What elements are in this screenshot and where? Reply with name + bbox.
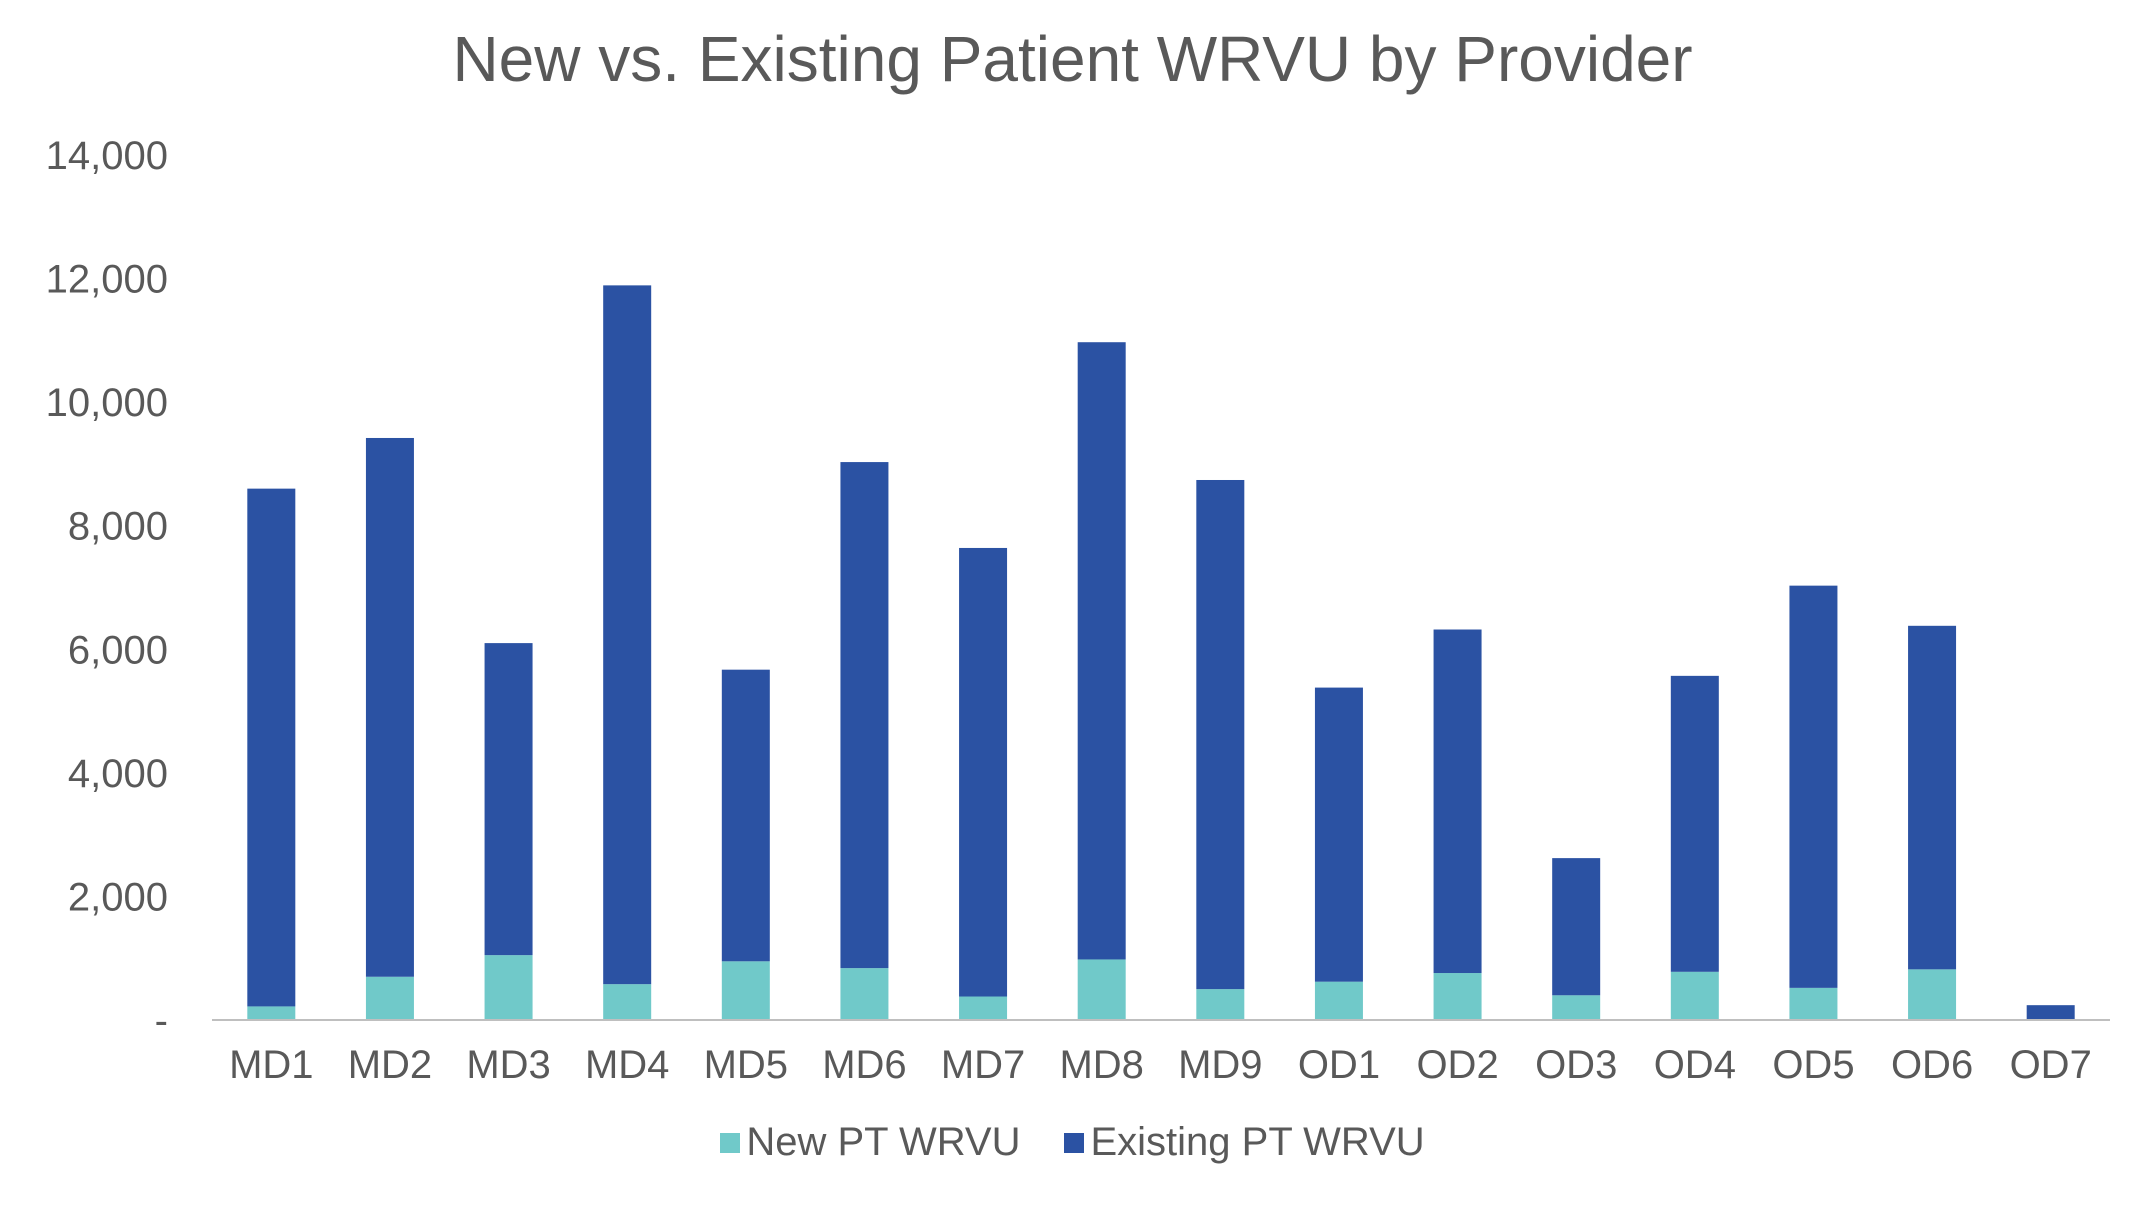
- x-tick-label: OD7: [2010, 1043, 2092, 1087]
- bar-new-od5[interactable]: [1789, 987, 1838, 1020]
- y-tick-label: 2,000: [68, 875, 168, 919]
- legend-label-existing: Existing PT WRVU: [1090, 1120, 1425, 1164]
- bar-new-md7[interactable]: [959, 996, 1008, 1020]
- bar-existing-md5[interactable]: [721, 669, 770, 962]
- bar-new-md8[interactable]: [1077, 959, 1126, 1020]
- x-tick-label: MD2: [348, 1043, 432, 1087]
- y-tick-label: 6,000: [68, 628, 168, 672]
- bar-existing-md2[interactable]: [365, 437, 414, 977]
- bar-new-md5[interactable]: [721, 961, 770, 1020]
- bar-existing-md6[interactable]: [840, 462, 889, 969]
- legend-item-new[interactable]: New PT WRVU: [720, 1120, 1020, 1165]
- legend-swatch-new: [720, 1132, 741, 1153]
- y-tick-label: 10,000: [46, 381, 168, 425]
- bar-existing-md7[interactable]: [959, 547, 1008, 997]
- y-tick-label: 8,000: [68, 505, 168, 549]
- x-tick-label: OD4: [1654, 1043, 1736, 1087]
- bar-existing-md8[interactable]: [1077, 342, 1126, 960]
- bar-existing-od4[interactable]: [1670, 675, 1719, 972]
- legend-item-existing[interactable]: Existing PT WRVU: [1064, 1120, 1425, 1165]
- bar-new-md2[interactable]: [365, 976, 414, 1020]
- x-tick-label: MD5: [704, 1043, 788, 1087]
- x-tick-label: MD3: [466, 1043, 550, 1087]
- bar-existing-md9[interactable]: [1196, 479, 1245, 990]
- x-tick-label: MD1: [229, 1043, 313, 1087]
- bar-group: [247, 285, 2075, 1020]
- bar-new-od3[interactable]: [1552, 995, 1601, 1020]
- bar-new-md9[interactable]: [1196, 989, 1245, 1020]
- bar-existing-od6[interactable]: [1908, 625, 1957, 970]
- x-tick-label: MD6: [822, 1043, 906, 1087]
- bar-new-od1[interactable]: [1314, 981, 1363, 1020]
- bar-existing-md1[interactable]: [247, 488, 296, 1007]
- bar-existing-od5[interactable]: [1789, 585, 1838, 988]
- x-tick-label: OD6: [1891, 1043, 1973, 1087]
- y-tick-label: 4,000: [68, 752, 168, 796]
- bar-existing-od2[interactable]: [1433, 629, 1482, 974]
- y-axis: - 2,000 4,000 6,000 8,000 10,000 12,000 14,000: [46, 134, 168, 1043]
- y-tick-label: 14,000: [46, 134, 168, 178]
- bar-new-od2[interactable]: [1433, 973, 1482, 1020]
- bar-new-od6[interactable]: [1908, 969, 1957, 1020]
- bar-new-md6[interactable]: [840, 968, 889, 1020]
- chart-title: New vs. Existing Patient WRVU by Provide…: [452, 23, 1693, 95]
- x-tick-label: OD2: [1416, 1043, 1498, 1087]
- legend: New PT WRVU Existing PT WRVU: [0, 1120, 2145, 1165]
- bar-existing-od1[interactable]: [1314, 687, 1363, 982]
- x-tick-label: OD5: [1772, 1043, 1854, 1087]
- x-tick-label: MD8: [1059, 1043, 1143, 1087]
- bar-existing-md4[interactable]: [603, 285, 652, 985]
- x-tick-label: OD1: [1298, 1043, 1380, 1087]
- bar-existing-od3[interactable]: [1552, 858, 1601, 996]
- x-tick-label: MD7: [941, 1043, 1025, 1087]
- bar-new-md1[interactable]: [247, 1006, 296, 1020]
- bar-existing-od7[interactable]: [2026, 1005, 2075, 1020]
- y-tick-label: 12,000: [46, 258, 168, 302]
- x-tick-label: MD9: [1178, 1043, 1262, 1087]
- bar-new-md3[interactable]: [484, 955, 533, 1020]
- legend-swatch-existing: [1064, 1132, 1085, 1153]
- y-tick-label: -: [155, 999, 168, 1043]
- x-axis: MD1 MD2 MD3 MD4 MD5 MD6 MD7 MD8 MD9 OD1 OD2 OD3 OD4 O…: [229, 1043, 2092, 1087]
- bar-existing-md3[interactable]: [484, 643, 533, 956]
- x-tick-label: MD4: [585, 1043, 669, 1087]
- bar-new-od4[interactable]: [1670, 971, 1719, 1020]
- bar-new-md4[interactable]: [603, 984, 652, 1020]
- x-tick-label: OD3: [1535, 1043, 1617, 1087]
- legend-label-new: New PT WRVU: [746, 1120, 1021, 1164]
